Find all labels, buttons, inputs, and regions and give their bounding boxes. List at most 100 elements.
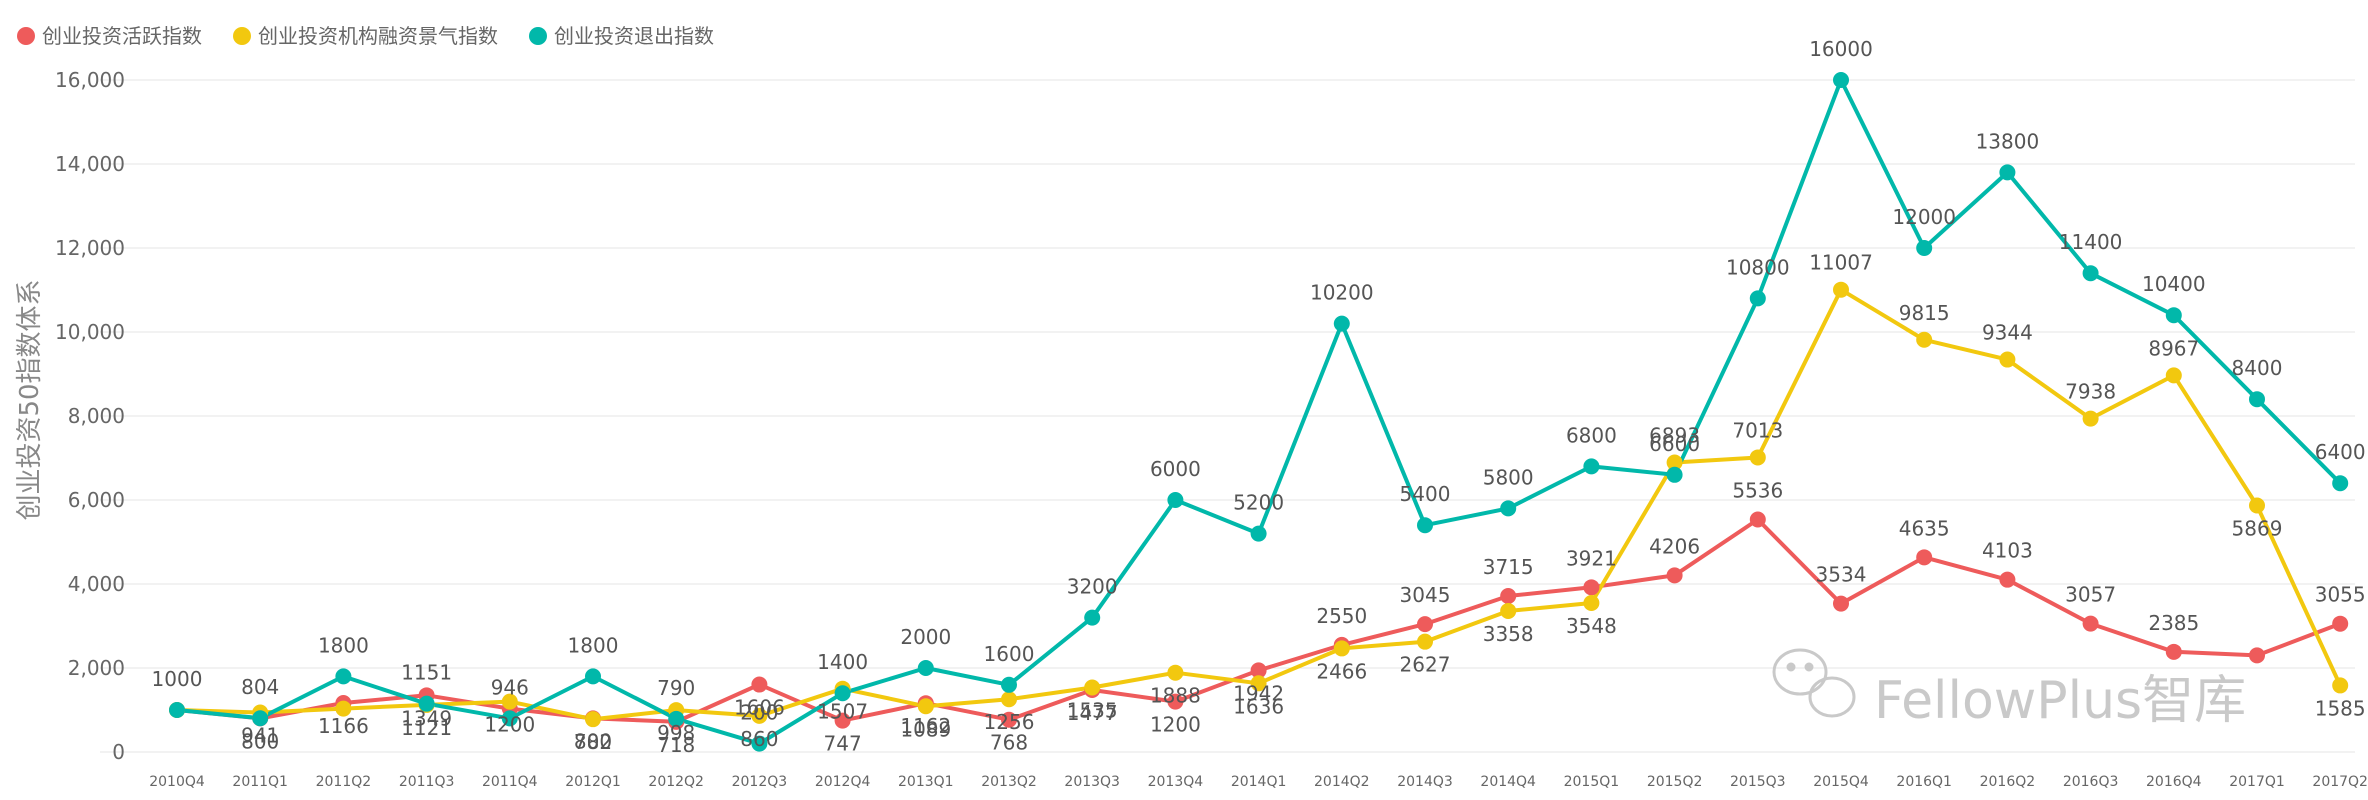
data-point [501,710,518,727]
x-tick-label: 2014Q1 [1231,774,1287,790]
data-label: 12000 [1892,205,1956,229]
data-label: 10800 [1726,255,1790,279]
data-label: 6800 [1566,423,1617,447]
data-label: 2385 [2148,611,2199,635]
y-tick-label: 12,000 [55,236,125,260]
data-label: 4206 [1649,534,1700,558]
data-label: 3715 [1483,555,1534,579]
y-tick-label: 14,000 [55,152,125,176]
x-tick-label: 2014Q2 [1314,774,1370,790]
data-label: 1400 [817,650,868,674]
x-tick-label: 2014Q4 [1480,774,1536,790]
x-tick-label: 2011Q4 [482,774,538,790]
data-label: 1162 [900,714,951,738]
data-label: 5536 [1732,478,1783,502]
data-point [2249,391,2265,408]
data-label: 1507 [817,700,868,724]
x-tick-label: 2016Q2 [1980,774,2036,790]
data-label: 1200 [1150,713,1201,737]
y-tick-label: 16,000 [55,68,125,92]
data-point [2249,497,2265,514]
data-point [1666,567,1683,584]
data-label: 7013 [1732,418,1783,442]
data-label: 1000 [152,667,203,691]
grid-lines [100,79,2355,753]
data-label: 5869 [2232,517,2283,541]
data-point [1333,640,1350,657]
data-label: 1800 [568,633,619,657]
y-tick-label: 2,000 [68,656,125,680]
data-label: 8967 [2148,336,2199,360]
data-label: 946 [491,675,529,699]
data-label: 9815 [1899,301,1950,325]
data-point [1666,454,1683,471]
legend-marker [17,27,35,45]
y-tick-label: 0 [112,740,125,764]
data-label: 1606 [734,696,785,720]
data-point [1833,595,1849,612]
x-tick-label: 2013Q4 [1148,774,1204,790]
data-point [585,711,601,728]
x-tick-label: 2012Q3 [732,774,788,790]
y-tick-label: 6,000 [68,488,125,512]
data-point [1167,492,1184,508]
data-label: 3548 [1566,614,1617,638]
x-tick-label: 2016Q3 [2063,774,2119,790]
data-point [2165,643,2182,660]
x-tick-label: 2015Q4 [1813,774,1869,790]
data-label: 1121 [401,716,452,740]
data-point [501,693,518,710]
data-label: 10200 [1310,281,1374,305]
wechat-icon [1772,648,1856,718]
data-point [1001,676,1017,693]
x-tick-label: 2013Q2 [981,774,1037,790]
data-label: 9344 [1982,321,2033,345]
data-point [1417,633,1433,650]
data-label: 1636 [1233,694,1284,718]
data-label: 5400 [1400,482,1451,506]
data-label: 790 [657,676,695,700]
data-label: 1200 [484,713,535,737]
data-label: 941 [241,723,279,747]
x-tick-label: 2015Q2 [1647,774,1703,790]
x-tick-label: 2012Q2 [648,774,704,790]
data-point [751,735,768,752]
data-label: 782 [574,730,612,754]
data-label: 1535 [1067,699,1118,723]
data-point [751,707,768,724]
data-label: 2627 [1400,653,1451,677]
y-tick-label: 4,000 [68,572,125,596]
data-label: 1089 [900,717,951,741]
legend-marker [529,27,547,45]
data-label: 10400 [2142,272,2206,296]
data-label: 13800 [1976,129,2040,153]
data-point [335,668,352,685]
data-point [2165,307,2182,324]
data-label: 3055 [2315,583,2366,607]
data-label: 3045 [1400,583,1451,607]
data-label: 200 [740,701,778,725]
data-label: 1151 [401,661,452,685]
legend-label: 创业投资活跃指数 [42,24,202,48]
data-point [585,668,601,685]
data-point [1417,517,1433,534]
data-point [1666,466,1683,483]
data-label: 3358 [1483,622,1534,646]
data-label: 2466 [1316,659,1367,683]
data-label: 3200 [1067,575,1118,599]
data-label: 3534 [1816,563,1867,587]
y-tick-label: 10,000 [55,320,125,344]
data-label: 6893 [1649,423,1700,447]
x-tick-label: 2013Q3 [1064,774,1120,790]
data-point [1084,609,1101,626]
data-point [2165,367,2182,384]
x-tick-label: 2016Q4 [2146,774,2202,790]
data-point [1084,679,1101,696]
data-point [1167,664,1184,681]
legend-marker [233,27,251,45]
data-label: 11007 [1809,251,1873,275]
x-tick-label: 2010Q4 [149,774,205,790]
series-points [169,72,2349,752]
data-point [2332,615,2349,632]
data-label: 11400 [2059,230,2123,254]
